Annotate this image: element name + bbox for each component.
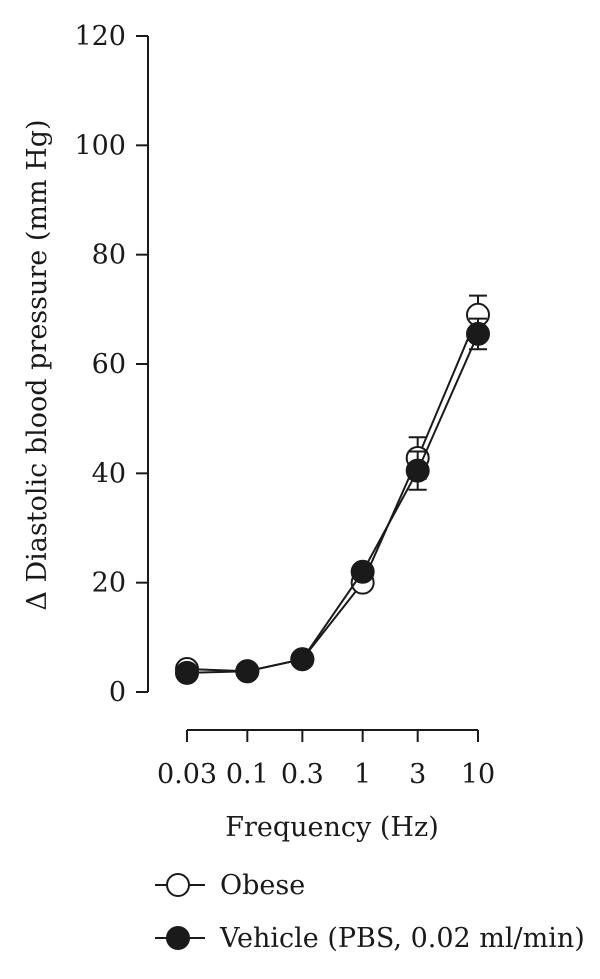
y-tick-label: 0 xyxy=(109,677,126,708)
x-tick-label: 0.3 xyxy=(281,759,324,790)
open-circle-icon xyxy=(166,873,190,897)
x-tick-label: 10 xyxy=(461,759,495,790)
legend-item: Obese xyxy=(155,870,305,901)
y-tick-label: 60 xyxy=(92,349,126,380)
y-tick-label: 100 xyxy=(74,130,126,161)
x-axis: 0.03 0.1 0.3 1 3 10 xyxy=(157,729,495,790)
y-tick-label: 80 xyxy=(92,240,126,271)
legend: Obese Vehicle (PBS, 0.02 ml/min) xyxy=(155,870,585,954)
data-point xyxy=(290,647,315,672)
y-axis: 0 20 40 60 80 100 120 xyxy=(74,21,149,708)
x-tick-label: 3 xyxy=(409,759,426,790)
y-tick-label: 120 xyxy=(74,21,126,52)
data-point xyxy=(175,660,199,685)
x-tick-label: 1 xyxy=(354,759,371,790)
legend-label: Vehicle (PBS, 0.02 ml/min) xyxy=(219,923,585,954)
x-tick-label: 0.1 xyxy=(226,759,269,790)
data-point xyxy=(405,458,430,483)
x-axis-title: Frequency (Hz) xyxy=(225,812,438,843)
legend-label: Obese xyxy=(220,870,305,901)
filled-circle-icon xyxy=(166,926,190,950)
series-line xyxy=(186,314,479,673)
data-point xyxy=(466,321,490,346)
legend-item: Vehicle (PBS, 0.02 ml/min) xyxy=(155,923,585,954)
series-layer xyxy=(175,294,490,685)
series-obese xyxy=(175,294,490,684)
data-point xyxy=(350,559,375,584)
x-tick-label: 0.03 xyxy=(157,759,217,790)
y-tick-label: 20 xyxy=(92,568,126,599)
y-tick-label: 40 xyxy=(92,458,126,489)
series-vehicle xyxy=(175,317,490,685)
y-axis-title: Δ Diastolic blood pressure (mm Hg) xyxy=(22,119,53,610)
data-point xyxy=(235,659,260,684)
